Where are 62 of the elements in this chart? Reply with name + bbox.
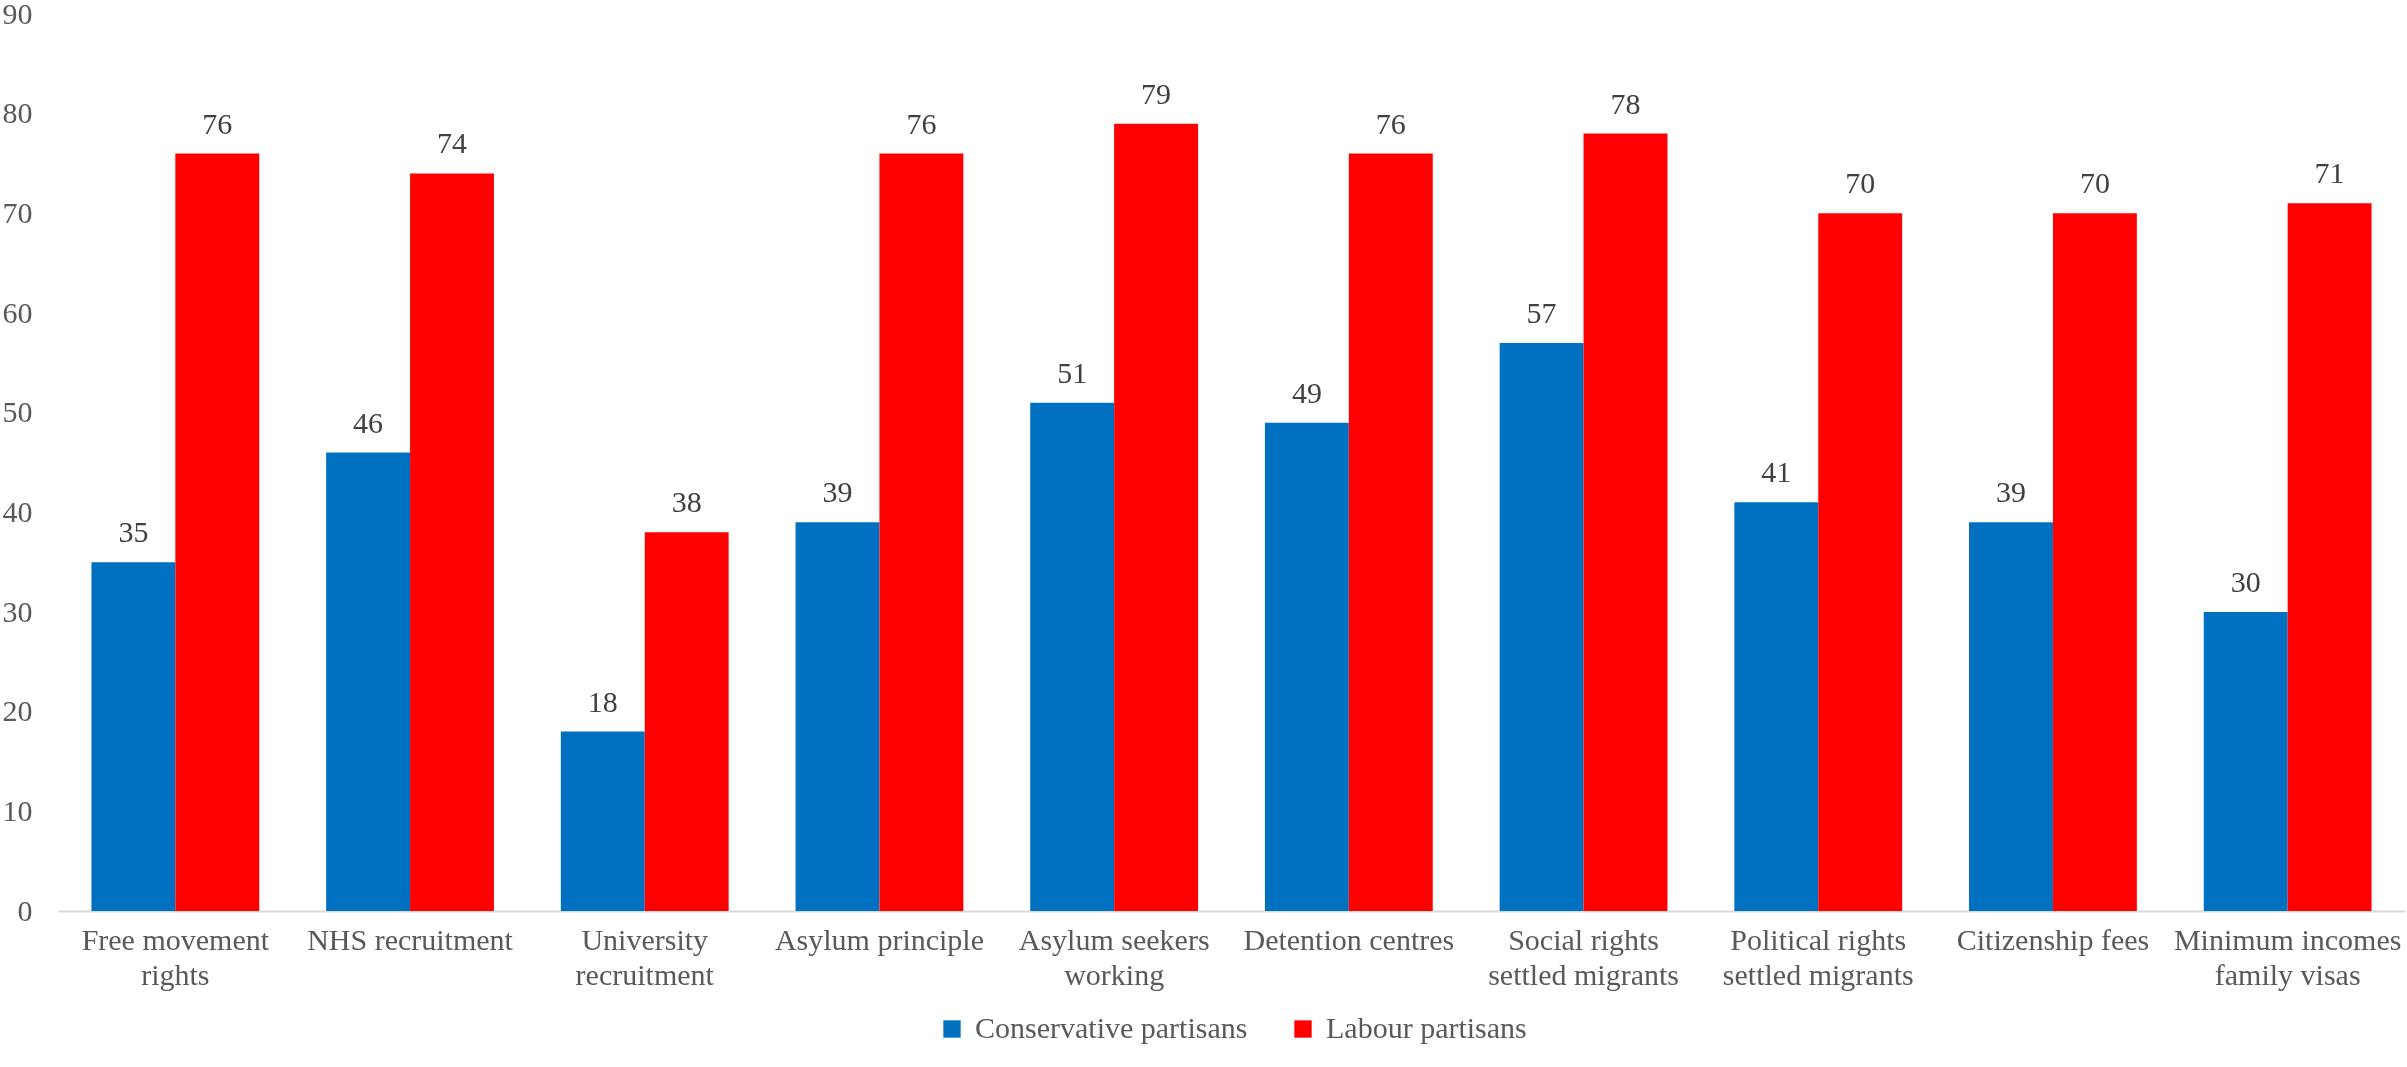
bar (1969, 522, 2053, 911)
data-label: 57 (1526, 295, 1557, 329)
data-label: 70 (1845, 166, 1876, 200)
bar (1734, 502, 1819, 911)
y-tick-label: 40 (2, 494, 33, 528)
data-label: 76 (1375, 106, 1406, 140)
legend-label: Labour partisans (1326, 1011, 1527, 1044)
x-tick-label: NHS recruitment (307, 922, 514, 956)
bar (560, 731, 645, 911)
bar (795, 522, 880, 911)
bar (326, 452, 411, 911)
data-label: 41 (1761, 455, 1792, 489)
bar (1348, 153, 1433, 911)
y-tick-label: 50 (2, 395, 33, 429)
data-label: 18 (587, 684, 618, 718)
data-label: 76 (202, 106, 233, 140)
data-label: 35 (118, 515, 149, 549)
bar (879, 153, 964, 911)
data-label: 51 (1057, 355, 1088, 389)
data-label: 76 (906, 106, 937, 140)
y-tick-label: 30 (2, 594, 33, 628)
bar (2287, 203, 2372, 911)
x-tick-label: Asylum seekers working (1018, 922, 1210, 991)
x-tick-label: University recruitment (575, 922, 715, 991)
data-label: 39 (822, 475, 853, 509)
x-tick-label: Citizenship fees (1956, 922, 2150, 956)
x-tick-label: Social rights settled migrants (1488, 922, 1679, 991)
y-tick-label: 90 (2, 0, 33, 30)
bar (2052, 213, 2137, 911)
data-label: 46 (353, 405, 384, 439)
x-tick-label: Political rights settled migrants (1722, 922, 1914, 991)
bar (644, 532, 729, 911)
y-tick-label: 20 (2, 694, 33, 728)
data-label: 70 (2079, 166, 2110, 200)
x-tick-label: Free movement rights (81, 922, 270, 991)
y-tick-label: 0 (17, 893, 33, 927)
data-label: 78 (1610, 86, 1641, 120)
bar (1583, 133, 1668, 911)
data-label: 30 (2230, 565, 2261, 598)
bar (1114, 123, 1199, 911)
y-tick-label: 60 (2, 295, 33, 329)
bar (1499, 342, 1584, 911)
x-tick-label: Asylum principle (774, 922, 985, 956)
y-tick-label: 10 (2, 793, 33, 827)
x-tick-label: Minimum incomes family visas (2173, 922, 2402, 991)
bar (1030, 402, 1115, 911)
bar (91, 562, 176, 911)
bar (410, 173, 494, 911)
data-label: 79 (1141, 76, 1172, 110)
bar (2203, 612, 2288, 911)
bar (1264, 422, 1349, 911)
data-label: 38 (671, 485, 702, 519)
bar (175, 153, 260, 911)
data-label: 49 (1291, 375, 1322, 409)
data-label: 39 (1996, 475, 2026, 509)
data-label: 71 (2314, 156, 2345, 190)
legend-label: Conservative partisans (975, 1011, 1248, 1044)
x-tick-label: Detention centres (1243, 922, 1455, 956)
data-label: 74 (437, 126, 467, 160)
y-tick-label: 70 (2, 195, 33, 229)
y-tick-label: 80 (2, 96, 33, 130)
bar (1818, 213, 1903, 911)
